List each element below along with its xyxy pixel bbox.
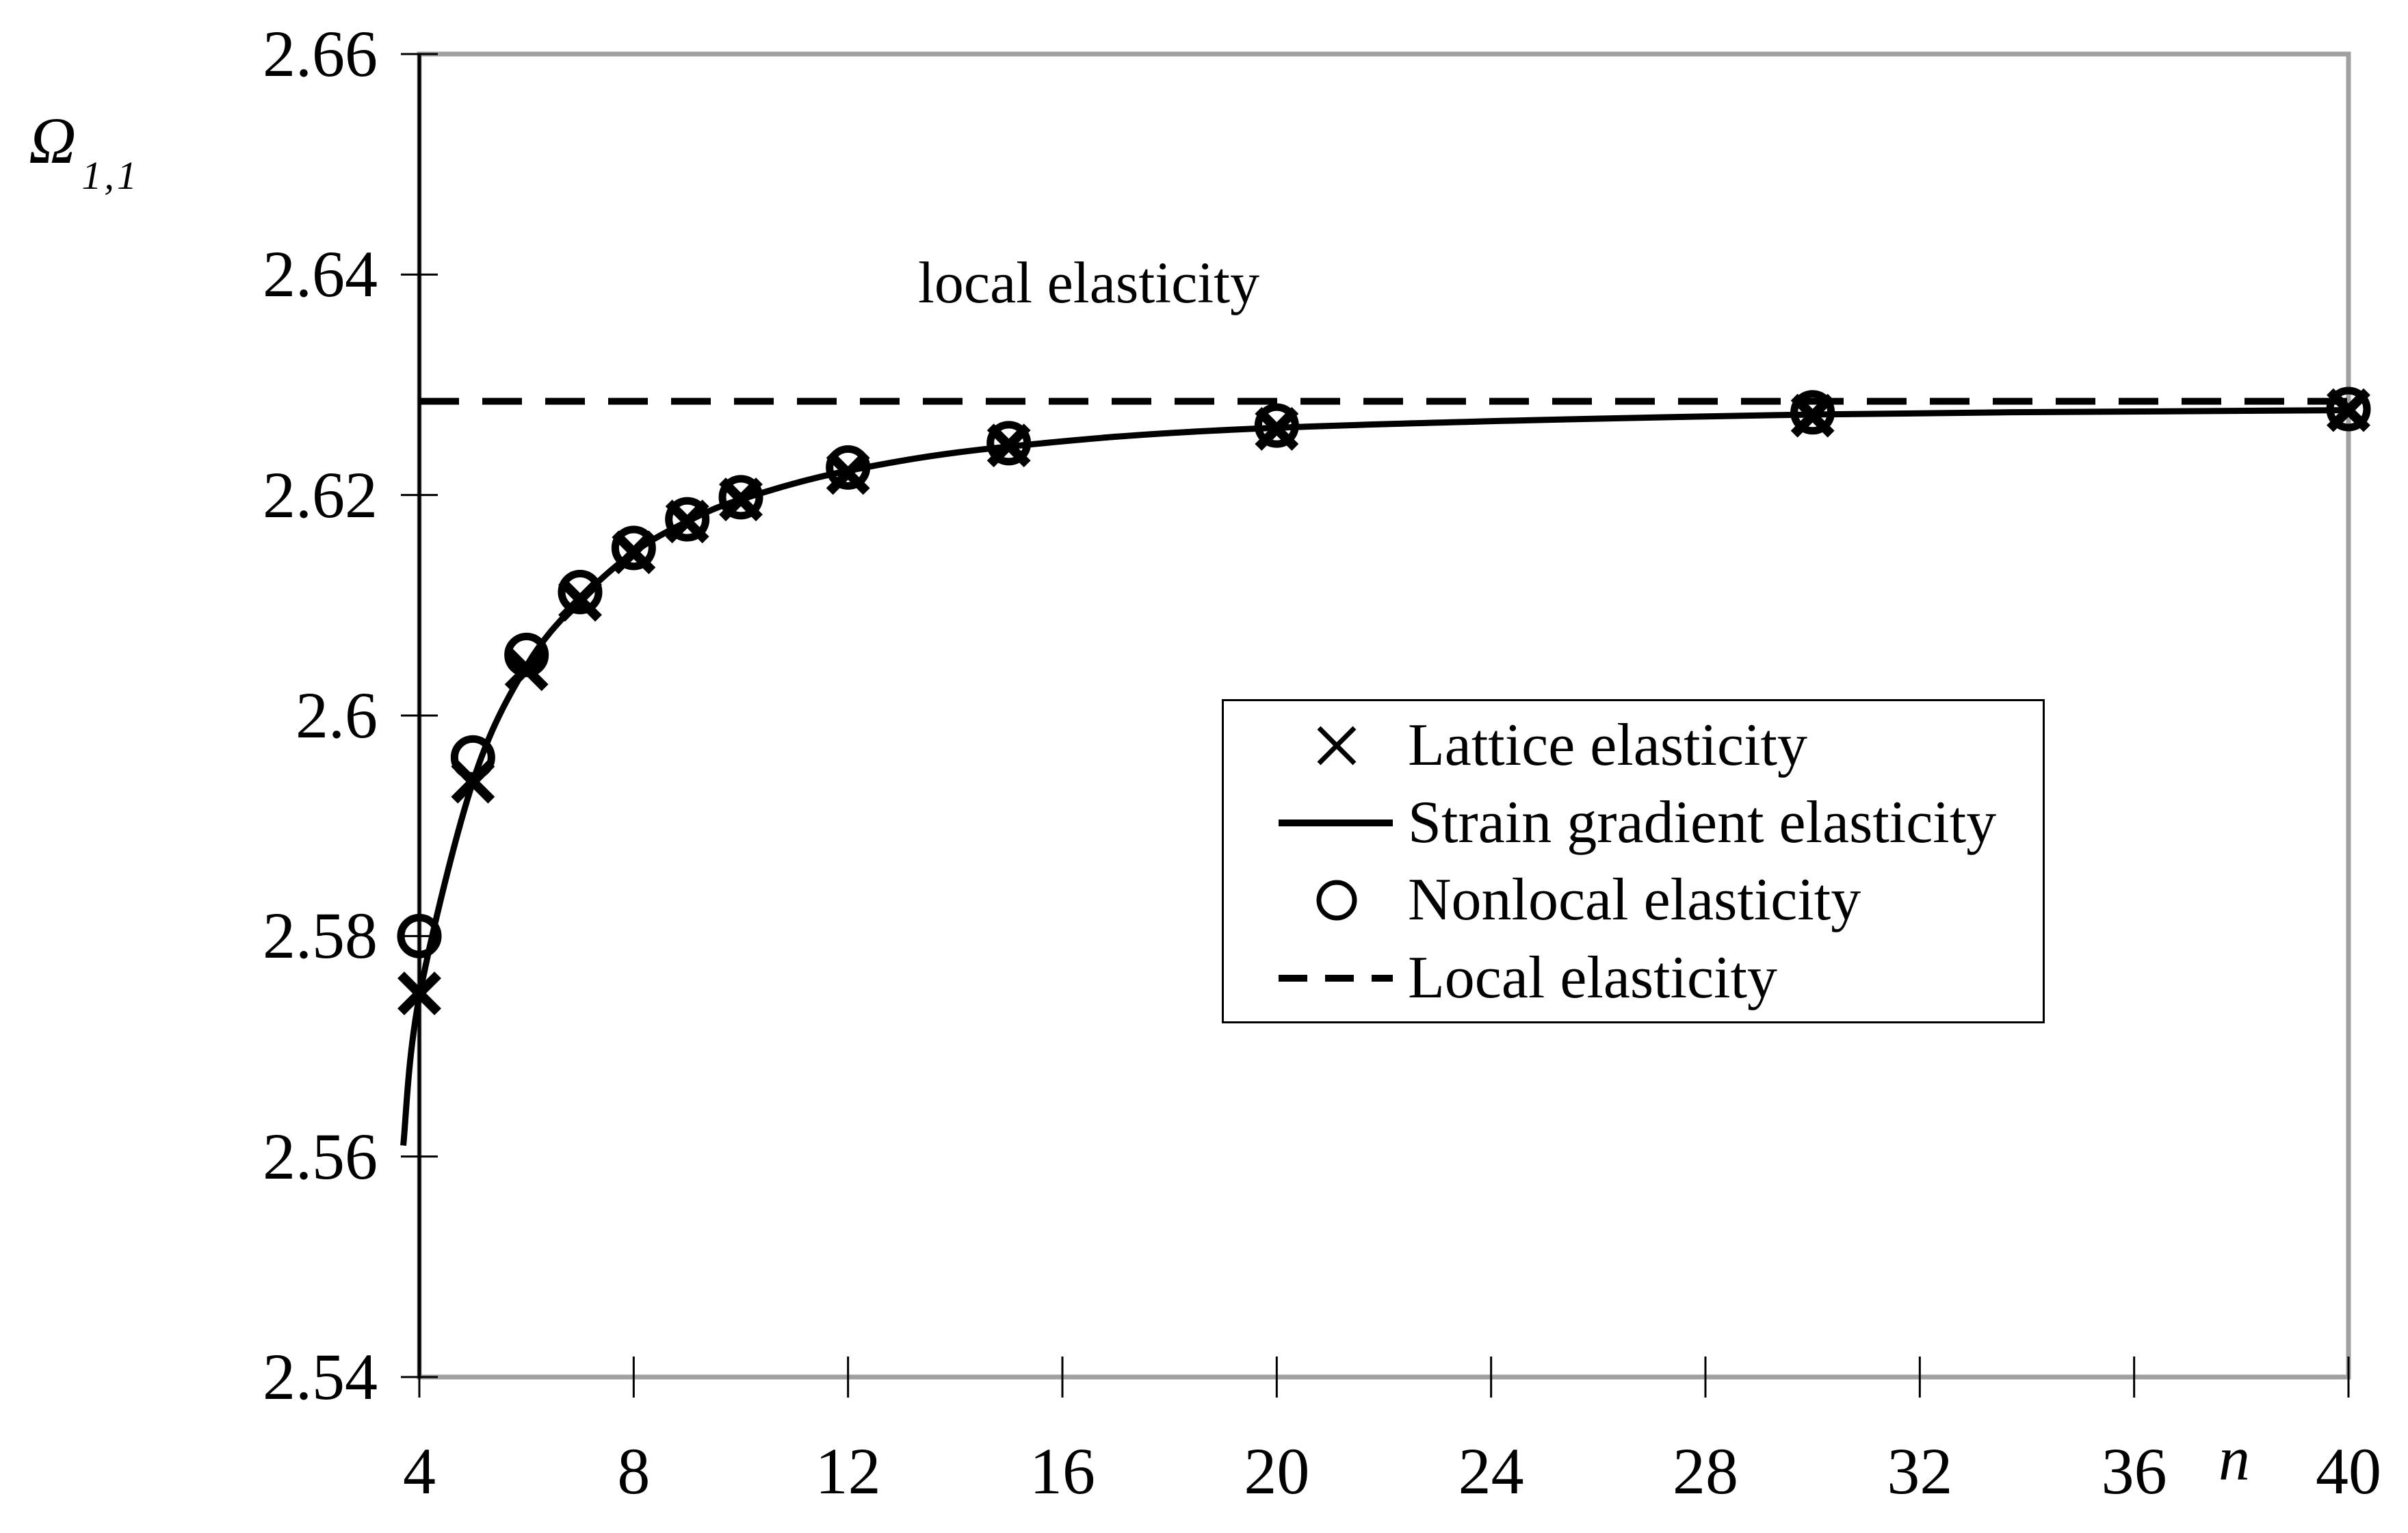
nonlocal-marker <box>718 475 763 520</box>
y-axis-symbol: Ω <box>29 104 77 177</box>
x-tick-label: 20 <box>1244 1434 1310 1508</box>
legend-box: Lattice elasticity Strain gradient elast… <box>1222 699 2045 1023</box>
x-tick-label: 12 <box>815 1434 881 1508</box>
y-tick-label: 2.62 <box>263 458 378 532</box>
nonlocal-marker <box>2326 386 2371 432</box>
x-marker-icon <box>1317 726 1357 765</box>
y-tick-label: 2.58 <box>263 899 378 973</box>
x-tick-label: 40 <box>2316 1434 2381 1508</box>
nonlocal-marker <box>1254 403 1299 448</box>
y-axis-title: Ω 1,1 <box>29 108 137 196</box>
legend-label: Local elasticity <box>1408 945 1777 1011</box>
x-tick-label: 32 <box>1887 1434 1953 1508</box>
y-tick-label: 2.54 <box>263 1340 378 1413</box>
legend-label: Lattice elasticity <box>1408 712 1807 778</box>
lattice-marker <box>504 647 549 692</box>
lattice-marker <box>397 971 441 1016</box>
y-tick-label: 2.6 <box>296 679 378 752</box>
solid-line-icon <box>1279 820 1393 826</box>
x-tick-label: 16 <box>1030 1434 1095 1508</box>
legend-item-nonlocal-elasticity: Nonlocal elasticity <box>1275 867 1861 933</box>
y-tick-label: 2.56 <box>263 1119 378 1193</box>
x-tick-label: 28 <box>1673 1434 1738 1508</box>
y-tick-label: 2.66 <box>263 17 378 90</box>
x-tick-label: 4 <box>403 1434 436 1508</box>
local-elasticity-annotation: local elasticity <box>918 250 1260 315</box>
x-tick-label: 8 <box>617 1434 651 1508</box>
nonlocal-marker <box>611 525 656 571</box>
x-tick-label: 24 <box>1458 1434 1524 1508</box>
nonlocal-marker <box>558 569 603 614</box>
y-tick-label: 2.64 <box>263 237 378 311</box>
circle-marker-icon <box>1316 880 1357 921</box>
nonlocal-marker <box>665 497 710 542</box>
y-axis-subscript: 1,1 <box>81 153 140 198</box>
nonlocal-marker <box>826 445 871 490</box>
x-axis-title: n <box>2219 1424 2250 1493</box>
legend-item-local-elasticity: Local elasticity <box>1275 945 1777 1011</box>
x-tick-label: 36 <box>2101 1434 2167 1508</box>
nonlocal-marker <box>397 913 442 958</box>
legend-label: Strain gradient elasticity <box>1408 789 1997 856</box>
nonlocal-marker <box>1790 390 1835 435</box>
dashed-line-icon <box>1279 975 1393 982</box>
lattice-marker <box>558 577 602 622</box>
nonlocal-marker <box>986 421 1032 466</box>
nonlocal-marker <box>450 735 495 780</box>
legend-item-lattice-elasticity: Lattice elasticity <box>1275 712 1807 778</box>
nonlocal-marker <box>504 632 549 677</box>
legend-label: Nonlocal elasticity <box>1408 867 1861 933</box>
legend-item-strain-gradient-elasticity: Strain gradient elasticity <box>1275 789 1997 856</box>
